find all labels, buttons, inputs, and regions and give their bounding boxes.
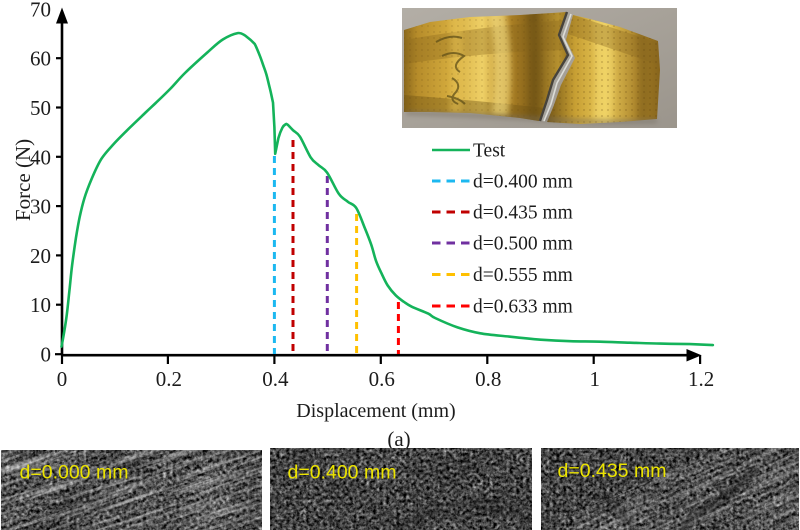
svg-text:50: 50 [30,96,51,120]
svg-text:60: 60 [30,47,51,71]
svg-text:1.2: 1.2 [688,367,714,391]
svg-text:1: 1 [589,367,600,391]
svg-text:0.6: 0.6 [369,367,395,391]
svg-text:d=0.633 mm: d=0.633 mm [473,297,573,318]
svg-text:30: 30 [30,195,51,219]
svg-text:d=0.555 mm: d=0.555 mm [473,265,573,286]
svg-text:d=0.400 mm: d=0.400 mm [288,462,397,484]
svg-text:d=0.435 mm: d=0.435 mm [473,203,573,224]
svg-text:0: 0 [57,367,68,391]
svg-text:Test: Test [473,141,506,162]
svg-text:0.8: 0.8 [475,367,501,391]
svg-text:0.4: 0.4 [262,367,289,391]
svg-text:40: 40 [30,145,51,169]
svg-text:20: 20 [30,244,51,268]
svg-text:d=0.000 mm: d=0.000 mm [20,462,129,484]
svg-text:0: 0 [41,343,52,367]
svg-text:d=0.400 mm: d=0.400 mm [473,172,573,193]
svg-text:(a): (a) [387,427,410,451]
svg-text:d=0.500 mm: d=0.500 mm [473,234,573,255]
svg-text:d=0.435 mm: d=0.435 mm [558,460,667,482]
svg-text:70: 70 [30,0,51,21]
svg-text:Displacement (mm): Displacement (mm) [296,400,455,422]
svg-text:10: 10 [30,293,51,317]
svg-text:Force (N): Force (N) [11,139,35,221]
svg-text:0.2: 0.2 [156,367,182,391]
